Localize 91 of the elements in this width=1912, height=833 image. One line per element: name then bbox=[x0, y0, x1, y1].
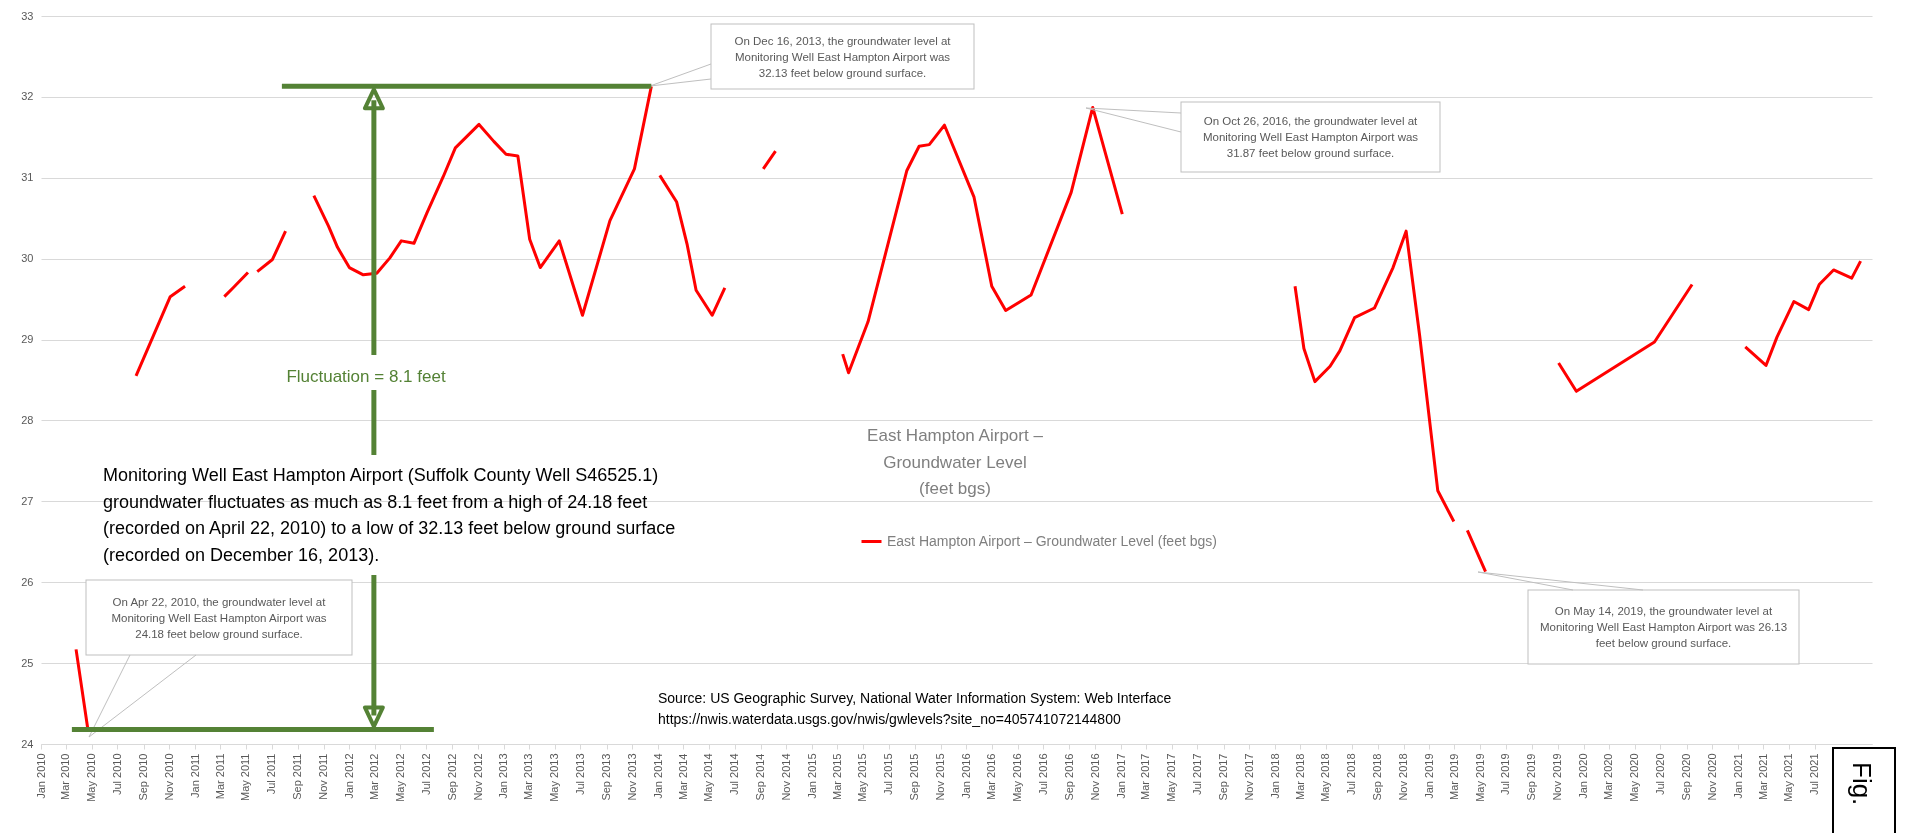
x-tick-label: Mar 2014 bbox=[676, 753, 689, 800]
x-tick-label: Nov 2020 bbox=[1705, 753, 1718, 801]
x-tick-label: May 2016 bbox=[1011, 753, 1024, 802]
x-tick-label: May 2021 bbox=[1782, 753, 1795, 802]
x-tick-label: Nov 2017 bbox=[1242, 753, 1255, 801]
x-tick-label: May 2013 bbox=[548, 753, 561, 802]
x-tick-label: Nov 2010 bbox=[162, 753, 175, 801]
annotation: On May 14, 2019, the groundwater level at Monitoring Well East Hampton Airport was 26.13 feet below ground surface. bbox=[1539, 605, 1788, 649]
x-tick-label: Nov 2018 bbox=[1397, 753, 1410, 801]
x-tick-label: Jul 2018 bbox=[1345, 753, 1358, 796]
annotation: On Dec 16, 2013, the groundwater level at Monitoring Well East Hampton Airport was 32.13 feet below ground surface. bbox=[734, 34, 952, 79]
x-tick-label: Mar 2016 bbox=[985, 753, 998, 800]
text: East Hampton Airport – Groundwater Level (feet bgs) bbox=[867, 426, 1044, 498]
y-tick-label: 25 bbox=[21, 656, 34, 669]
y-tick-label: 29 bbox=[21, 333, 34, 346]
y-tick-label: 27 bbox=[21, 494, 34, 507]
x-tick-label: Nov 2011 bbox=[317, 753, 330, 800]
x-tick-label: Sep 2015 bbox=[908, 753, 921, 801]
x-tick-label: Nov 2019 bbox=[1551, 753, 1564, 801]
y-tick-label: 28 bbox=[21, 413, 34, 426]
x-tick-label: Nov 2015 bbox=[934, 753, 947, 801]
y-tick-label: 24 bbox=[21, 737, 34, 750]
x-tick-label: Sep 2017 bbox=[1217, 753, 1230, 801]
x-tick-label: Jan 2020 bbox=[1577, 753, 1590, 799]
x-tick-label: Sep 2014 bbox=[754, 753, 767, 801]
x-tick-label: Jan 2010 bbox=[34, 753, 47, 799]
x-tick-label: May 2011 bbox=[239, 753, 252, 801]
annotation: https://nwis.waterdata.usgs.gov/nwis/gwlevels?site_no=405741072144800 bbox=[658, 711, 1121, 727]
x-tick-label: Jul 2016 bbox=[1036, 753, 1049, 796]
x-tick-label: Jan 2019 bbox=[1422, 753, 1435, 799]
x-tick-label: Jul 2014 bbox=[728, 753, 741, 796]
x-tick-label: May 2012 bbox=[393, 753, 406, 802]
x-tick-label: Nov 2012 bbox=[471, 753, 484, 801]
x-tick-label: Jan 2015 bbox=[805, 753, 818, 799]
x-tick-label: Jul 2013 bbox=[573, 753, 586, 796]
x-tick-label: Jan 2014 bbox=[651, 753, 664, 799]
x-tick-label: Jul 2015 bbox=[882, 753, 895, 796]
x-tick-label: Jan 2012 bbox=[342, 753, 355, 799]
x-tick-label: Mar 2021 bbox=[1756, 753, 1769, 800]
x-tick-label: Sep 2018 bbox=[1371, 753, 1384, 801]
x-tick-label: May 2020 bbox=[1628, 753, 1641, 802]
x-tick-label: Jan 2018 bbox=[1268, 753, 1281, 799]
x-tick-label: Sep 2011 bbox=[291, 753, 304, 800]
label-box: Fig. bbox=[1832, 747, 1896, 833]
annotation: Source: US Geographic Survey, National Water Information System: Web Interface bbox=[658, 690, 1172, 706]
x-tick-label: Sep 2016 bbox=[1062, 753, 1075, 801]
x-tick-label: May 2019 bbox=[1473, 753, 1486, 802]
x-tick-label: Jul 2021 bbox=[1808, 753, 1821, 796]
x-tick-label: Mar 2017 bbox=[1139, 753, 1152, 800]
x-tick-label: Jan 2011 bbox=[188, 753, 201, 798]
y-tick-label: 31 bbox=[21, 171, 34, 184]
x-tick-label: Mar 2020 bbox=[1602, 753, 1615, 800]
x-tick-label: May 2018 bbox=[1319, 753, 1332, 802]
x-tick-label: Sep 2012 bbox=[445, 753, 458, 801]
annotation: On Oct 26, 2016, the groundwater level at Monitoring Well East Hampton Airport was 31.87 feet below ground surface. bbox=[1202, 115, 1419, 159]
y-tick-label: 30 bbox=[21, 252, 34, 265]
x-tick-label: Jul 2019 bbox=[1499, 753, 1512, 796]
y-tick-label: 33 bbox=[21, 9, 34, 22]
x-tick-label: May 2014 bbox=[702, 753, 715, 802]
x-tick-label: Mar 2018 bbox=[1293, 753, 1306, 800]
x-tick-label: Nov 2014 bbox=[779, 753, 792, 801]
x-tick-label: Mar 2019 bbox=[1447, 753, 1460, 800]
annotation: On Apr 22, 2010, the groundwater level at Monitoring Well East Hampton Airport was 24.18 feet below ground surface. bbox=[111, 595, 327, 640]
x-tick-label: May 2017 bbox=[1165, 753, 1178, 802]
x-tick-label: May 2015 bbox=[856, 753, 869, 802]
x-tick-label: Jul 2010 bbox=[110, 753, 123, 796]
x-tick-label: Mar 2015 bbox=[830, 753, 843, 800]
x-tick-label: May 2010 bbox=[85, 753, 98, 802]
annotation: Fluctuation = 8.1 feet bbox=[286, 367, 446, 386]
x-tick-label: Nov 2016 bbox=[1088, 753, 1101, 801]
legend-label: East Hampton Airport – Groundwater Level (feet bgs) bbox=[887, 532, 1217, 549]
x-tick-label: Jul 2011 bbox=[265, 753, 278, 795]
annotation: Monitoring Well East Hampton Airport (Suffolk County Well S46525.1) groundwater fluctuates as much as 8.1 feet from a high of 24.18 feet (recorded on April 22, 2010) to a low of 32.13 feet below ground surface (recorded on December 16, 2013). bbox=[103, 465, 676, 565]
x-tick-label: Jan 2021 bbox=[1731, 753, 1744, 799]
x-tick-label: Jul 2012 bbox=[419, 753, 432, 796]
x-tick-label: Mar 2012 bbox=[368, 753, 381, 800]
x-tick-label: Jul 2017 bbox=[1190, 753, 1203, 796]
x-tick-label: Sep 2020 bbox=[1680, 753, 1693, 801]
y-tick-label: 32 bbox=[21, 90, 34, 103]
x-tick-label: Jul 2020 bbox=[1653, 753, 1666, 796]
x-tick-label: Nov 2013 bbox=[625, 753, 638, 801]
x-tick-label: Sep 2010 bbox=[137, 753, 150, 801]
x-tick-label: Sep 2019 bbox=[1525, 753, 1538, 801]
x-tick-label: Sep 2013 bbox=[600, 753, 613, 801]
x-tick-label: Jan 2016 bbox=[959, 753, 972, 799]
x-tick-label: Mar 2010 bbox=[59, 753, 72, 800]
x-tick-label: Mar 2011 bbox=[213, 753, 226, 800]
y-tick-label: 26 bbox=[21, 575, 34, 588]
x-tick-label: Jan 2013 bbox=[497, 753, 510, 799]
x-tick-label: Jan 2017 bbox=[1114, 753, 1127, 799]
x-tick-label: Mar 2013 bbox=[522, 753, 535, 800]
